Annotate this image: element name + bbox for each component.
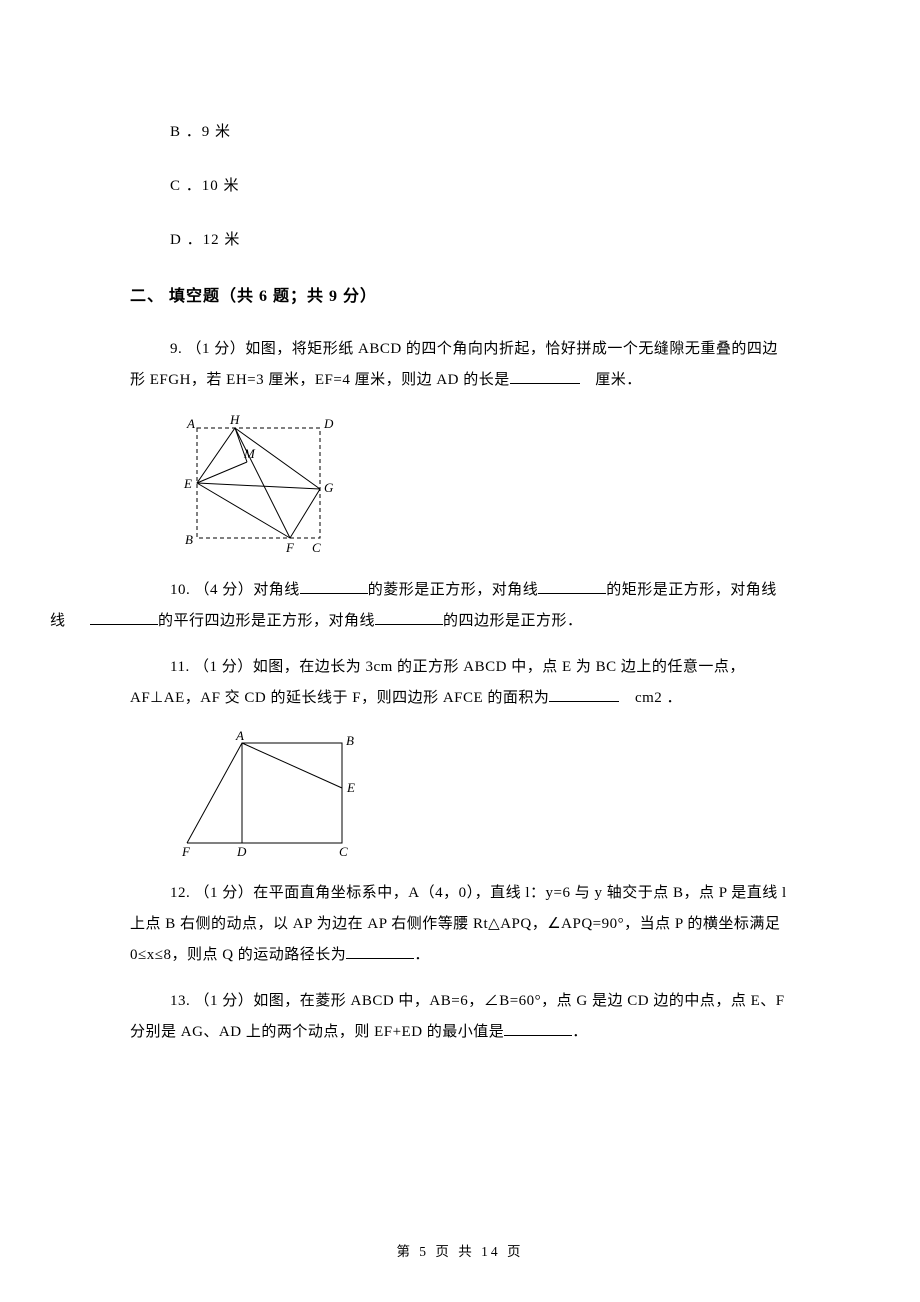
label-D: D: [236, 844, 247, 858]
figure-q9: A H D E M G B F C: [172, 410, 790, 560]
label-A: A: [235, 728, 244, 743]
question-10: 10. （4 分）对角线的菱形是正方形，对角线的矩形是正方形，对角线 线的平行四…: [130, 575, 790, 637]
option-D: D ．12 米: [170, 228, 790, 249]
q13-text-pre: 13. （1 分）如图，在菱形 ABCD 中，AB=6，∠B=60°，点 G 是…: [130, 993, 785, 1040]
q10-d: 的平行四边形是正方形，对角线: [158, 613, 375, 629]
label-C: C: [339, 844, 348, 858]
page-footer: 第 5 页 共 14 页: [0, 1240, 920, 1260]
figure-q11: A B E F D C: [172, 728, 790, 863]
label-E: E: [183, 476, 192, 491]
label-B: B: [346, 733, 354, 748]
q10-e: 的四边形是正方形．: [443, 613, 583, 629]
line-AE: [242, 743, 342, 788]
label-C: C: [312, 540, 321, 555]
question-9: 9. （1 分）如图，将矩形纸 ABCD 的四个角向内折起，恰好拼成一个无缝隙无…: [130, 334, 790, 396]
label-F: F: [285, 540, 295, 555]
q10-a: 10. （4 分）对角线: [170, 582, 300, 598]
question-11: 11. （1 分）如图，在边长为 3cm 的正方形 ABCD 中，点 E 为 B…: [130, 652, 790, 714]
q13-text-post: ．: [572, 1024, 588, 1040]
question-13: 13. （1 分）如图，在菱形 ABCD 中，AB=6，∠B=60°，点 G 是…: [130, 986, 790, 1048]
blank: [549, 686, 619, 702]
q12-text-pre: 12. （1 分）在平面直角坐标系中，A（4，0），直线 l：y=6 与 y 轴…: [130, 885, 787, 963]
blank: [375, 609, 443, 625]
q10-b: 的菱形是正方形，对角线: [368, 582, 539, 598]
blank: [346, 943, 414, 959]
label-D: D: [323, 416, 334, 431]
quad-HGFE: [197, 428, 320, 538]
line-EG: [197, 483, 320, 489]
blank: [300, 578, 368, 594]
square-ABCD: [242, 743, 342, 843]
label-H: H: [229, 412, 240, 427]
q9-text-post: 厘米．: [580, 372, 642, 388]
label-A: A: [186, 416, 195, 431]
label-M: M: [243, 446, 256, 461]
document-page: B ．9 米 C ．10 米 D ．12 米 二、 填空题（共 6 题；共 9 …: [0, 0, 920, 1302]
q9-text-pre: 9. （1 分）如图，将矩形纸 ABCD 的四个角向内折起，恰好拼成一个无缝隙无…: [130, 341, 778, 388]
line-AF: [187, 743, 242, 843]
blank: [90, 609, 158, 625]
blank: [504, 1020, 572, 1036]
q10-c: 的矩形是正方形，对角线: [606, 582, 777, 598]
q11-text-post: cm2 ．: [619, 690, 682, 706]
q10-c2: 线: [50, 613, 66, 629]
blank: [510, 368, 580, 384]
option-B: B ．9 米: [170, 120, 790, 141]
label-E: E: [346, 780, 355, 795]
section-header: 二、 填空题（共 6 题；共 9 分）: [130, 282, 790, 306]
question-12: 12. （1 分）在平面直角坐标系中，A（4，0），直线 l：y=6 与 y 轴…: [130, 878, 790, 971]
label-F: F: [181, 844, 191, 858]
q12-text-post: ．: [414, 947, 430, 963]
option-C: C ．10 米: [170, 174, 790, 195]
label-B: B: [185, 532, 193, 547]
blank: [538, 578, 606, 594]
label-G: G: [324, 480, 334, 495]
